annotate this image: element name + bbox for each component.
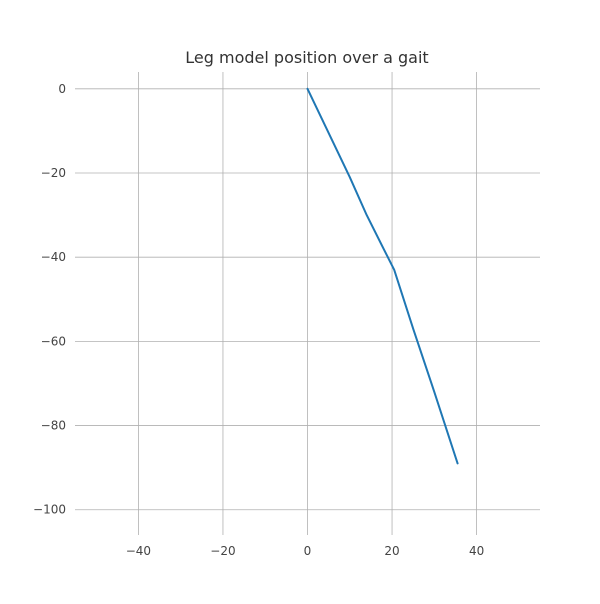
y-tick-label: −80 <box>41 419 66 433</box>
grid <box>75 72 540 535</box>
x-tick-label: 20 <box>384 544 399 558</box>
x-tick-label: −20 <box>210 544 235 558</box>
y-tick-label: −60 <box>41 334 66 348</box>
x-tick-label: 40 <box>469 544 484 558</box>
y-tick-label: 0 <box>58 82 66 96</box>
y-tick-label: −40 <box>41 250 66 264</box>
x-tick-label: −40 <box>126 544 151 558</box>
series-group <box>306 87 459 465</box>
x-tick-label: 0 <box>304 544 312 558</box>
y-tick-label: −100 <box>33 503 66 517</box>
series-line <box>306 87 459 465</box>
chart-title: Leg model position over a gait <box>185 48 428 67</box>
y-tick-label: −20 <box>41 166 66 180</box>
tick-labels: −40 −20 0 20 40 0 −20 −40 −60 −80 −100 <box>33 82 484 558</box>
